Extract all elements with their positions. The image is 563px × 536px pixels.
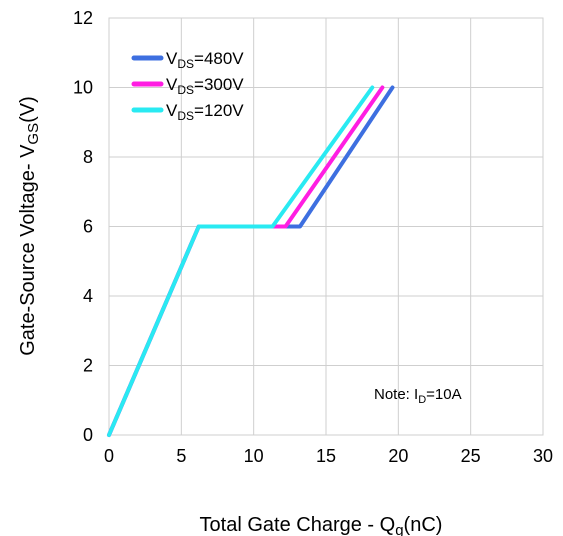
legend-label: VDS=300V bbox=[166, 75, 244, 97]
note-main: Note: I bbox=[374, 386, 418, 403]
legend-label: VDS=480V bbox=[166, 49, 244, 71]
y-tick-label: 12 bbox=[73, 8, 93, 28]
x-axis-label-main: Total Gate Charge - Q bbox=[200, 514, 396, 536]
tick-layer: 0 5 10 15 20 25 30 0 2 4 6 8 10 12 bbox=[73, 8, 553, 466]
x-tick-label: 30 bbox=[533, 446, 553, 466]
y-axis-label: Gate-Source Voltage- VGS(V) bbox=[17, 96, 42, 356]
series-layer bbox=[107, 85, 395, 437]
x-tick-label: 5 bbox=[176, 446, 186, 466]
legend-label-value: =120V bbox=[194, 101, 244, 120]
x-axis-label-unit: (nC) bbox=[404, 514, 443, 536]
legend-label: VDS=120V bbox=[166, 101, 244, 123]
y-axis-label-unit: (V) bbox=[17, 96, 39, 123]
x-tick-label: 15 bbox=[316, 446, 336, 466]
legend-label-main: V bbox=[166, 75, 178, 94]
legend-label-value: =480V bbox=[194, 49, 244, 68]
x-tick-label: 10 bbox=[244, 446, 264, 466]
y-tick-label: 6 bbox=[83, 217, 93, 237]
legend-label-sub: DS bbox=[177, 57, 194, 71]
y-tick-label: 4 bbox=[83, 286, 93, 306]
legend-label-sub: DS bbox=[177, 109, 194, 123]
y-tick-label: 10 bbox=[73, 78, 93, 98]
plot-frame bbox=[108, 17, 544, 436]
legend-label-main: V bbox=[166, 101, 178, 120]
y-tick-label: 2 bbox=[83, 356, 93, 376]
legend-label-main: V bbox=[166, 49, 178, 68]
y-tick-label: 8 bbox=[83, 147, 93, 167]
series-line bbox=[107, 85, 375, 437]
note-value: =10A bbox=[426, 386, 461, 403]
y-axis-label-sub: GS bbox=[25, 123, 42, 145]
x-axis-label: Total Gate Charge - Qg(nC) bbox=[200, 514, 443, 536]
x-tick-label: 25 bbox=[461, 446, 481, 466]
y-tick-label: 0 bbox=[83, 425, 93, 445]
legend-label-sub: DS bbox=[177, 83, 194, 97]
y-axis-label-main: Gate-Source Voltage- V bbox=[17, 144, 39, 356]
note-sub: D bbox=[418, 394, 426, 406]
x-tick-label: 0 bbox=[104, 446, 114, 466]
x-axis-label-sub: g bbox=[395, 522, 403, 536]
legend-label-value: =300V bbox=[194, 75, 244, 94]
note-annotation: Note: ID=10A bbox=[374, 386, 462, 406]
x-tick-label: 20 bbox=[388, 446, 408, 466]
